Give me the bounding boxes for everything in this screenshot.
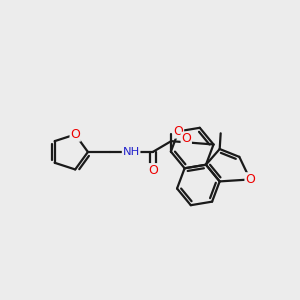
- Text: O: O: [148, 164, 158, 177]
- Text: O: O: [181, 132, 191, 146]
- Text: NH: NH: [122, 147, 140, 157]
- Text: O: O: [173, 125, 183, 138]
- Text: O: O: [70, 128, 80, 141]
- Text: O: O: [245, 173, 255, 186]
